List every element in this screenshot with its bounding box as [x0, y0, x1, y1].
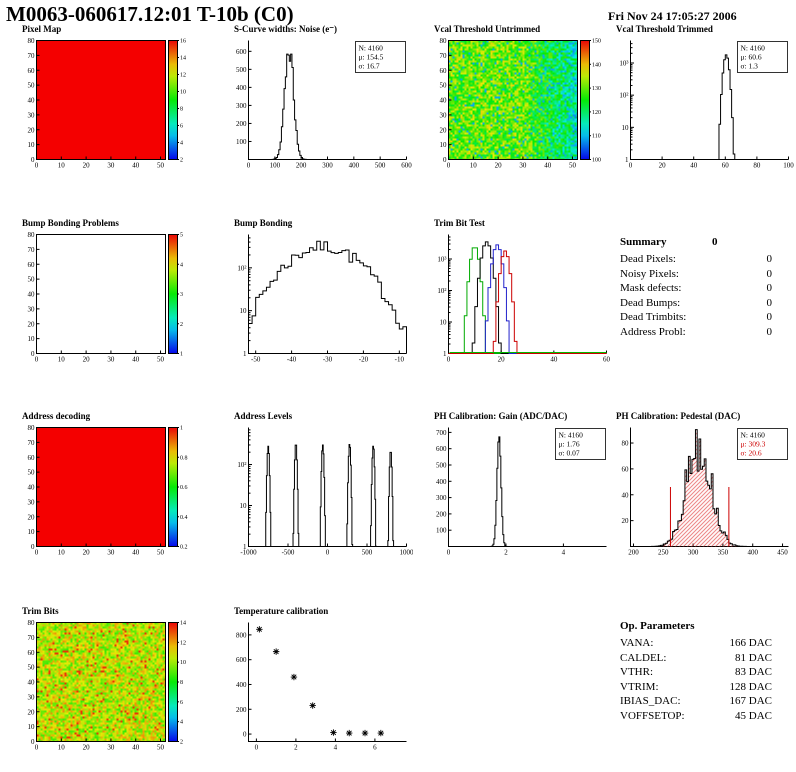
summary-label: Noisy Pixels:: [620, 267, 679, 280]
op-parameter-row: VOFFSETOP: 45 DAC: [620, 709, 772, 724]
vcal-trimmed-chart: [600, 35, 795, 173]
chart-title: Pixel Map: [22, 24, 62, 34]
summary-header: Summary 0: [620, 236, 772, 248]
vcal-untrimmed-chart: [418, 35, 613, 173]
chart-title: Trim Bit Test: [434, 218, 485, 228]
summary-value: 0: [766, 311, 773, 323]
chart-title: Temperature calibration: [234, 606, 329, 616]
bump-problems-chart: [6, 229, 201, 367]
summary-row: Dead Pixels: 0: [620, 252, 772, 267]
chart-title: PH Calibration: Gain (ADC/DAC): [434, 411, 568, 421]
op-parameter-label: VTRIM:: [620, 680, 659, 693]
panel-trim-bits: Trim Bits: [6, 606, 201, 758]
op-parameter-row: VTRIM: 128 DAC: [620, 680, 772, 695]
panel-vcal-trimmed: Vcal Threshold Trimmed: [600, 24, 795, 176]
chart-title: Vcal Threshold Trimmed: [616, 24, 713, 34]
op-parameter-row: IBIAS_DAC: 167 DAC: [620, 694, 772, 709]
summary-label: Dead Trimbits:: [620, 311, 687, 323]
op-parameter-row: VTHR: 83 DAC: [620, 665, 772, 680]
panel-pixel-map: Pixel Map: [6, 24, 201, 176]
scurve-noise-chart: [218, 35, 413, 173]
ph-pedestal-chart: [600, 422, 795, 560]
timestamp: Fri Nov 24 17:05:27 2006: [608, 9, 737, 23]
panel-address-decoding: Address decoding: [6, 411, 201, 563]
summary-total: 0: [712, 236, 718, 248]
summary-value: 0: [766, 267, 773, 280]
op-parameter-label: VANA:: [620, 637, 654, 649]
temperature-chart: [218, 617, 413, 755]
summary-value: 0: [766, 325, 773, 338]
op-parameter-label: IBIAS_DAC:: [620, 695, 681, 707]
summary-row: Address Probl: 0: [620, 325, 772, 340]
summary-value: 0: [766, 253, 773, 265]
op-parameters-title: Op. Parameters: [620, 620, 695, 632]
chart-title: Vcal Threshold Untrimmed: [434, 24, 541, 34]
panel-scurve-noise: S-Curve widths: Noise (e⁻): [218, 24, 413, 176]
summary-label: Dead Pixels:: [620, 253, 676, 265]
op-parameter-value: 167 DAC: [729, 695, 772, 707]
op-parameter-label: CALDEL:: [620, 651, 667, 664]
chart-title: S-Curve widths: Noise (e⁻): [234, 24, 337, 34]
op-parameter-value: 81 DAC: [735, 651, 772, 664]
panel-address-levels: Address Levels: [218, 411, 413, 563]
bump-bonding-chart: [218, 229, 413, 367]
summary-row: Mask defects: 0: [620, 281, 772, 296]
panel-trimbit-test: Trim Bit Test: [418, 218, 613, 370]
summary-label: Mask defects:: [620, 282, 682, 294]
panel-bump-bonding: Bump Bonding: [218, 218, 413, 370]
panel-temperature: Temperature calibration: [218, 606, 413, 758]
summary-row: Noisy Pixels: 0: [620, 267, 772, 282]
summary-title: Summary: [620, 236, 667, 248]
chart-title: PH Calibration: Pedestal (DAC): [616, 411, 741, 421]
panel-vcal-untrimmed: Vcal Threshold Untrimmed: [418, 24, 613, 176]
chart-title: Trim Bits: [22, 606, 59, 616]
summary-value: 0: [766, 282, 773, 294]
summary-row: Dead Trimbits: 0: [620, 310, 772, 325]
chart-title: Bump Bonding Problems: [22, 218, 119, 228]
page-title: M0063-060617.12:01 T-10b (C0): [6, 2, 294, 26]
op-parameters-header: Op. Parameters: [620, 620, 772, 632]
trimbit-test-chart: [418, 229, 613, 367]
address-decoding-chart: [6, 422, 201, 560]
panel-ph-pedestal: PH Calibration: Pedestal (DAC): [600, 411, 795, 563]
summary-block: Summary 0 Dead Pixels: 0 Noisy Pixels: 0 M…: [620, 236, 772, 339]
op-parameter-label: VTHR:: [620, 666, 653, 678]
panel-ph-gain: PH Calibration: Gain (ADC/DAC): [418, 411, 613, 563]
chart-title: Address Levels: [234, 411, 293, 421]
op-parameter-value: 45 DAC: [735, 709, 772, 722]
op-parameter-label: VOFFSETOP:: [620, 709, 685, 722]
pixel-map-chart: [6, 35, 201, 173]
summary-label: Address Probl:: [620, 325, 686, 338]
op-parameter-value: 128 DAC: [729, 680, 772, 693]
op-parameter-value: 166 DAC: [729, 637, 772, 649]
summary-label: Dead Bumps:: [620, 296, 681, 309]
trim-bits-chart: [6, 617, 201, 755]
summary-value: 0: [766, 296, 773, 309]
ph-gain-chart: [418, 422, 613, 560]
chart-title: Address decoding: [22, 411, 91, 421]
chart-title: Bump Bonding: [234, 218, 293, 228]
op-parameter-value: 83 DAC: [735, 666, 772, 678]
op-parameters-block: Op. Parameters VANA: 166 DAC CALDEL: 81 DA…: [620, 620, 772, 723]
op-parameter-row: CALDEL: 81 DAC: [620, 651, 772, 666]
op-parameter-row: VANA: 166 DAC: [620, 636, 772, 651]
summary-row: Dead Bumps: 0: [620, 296, 772, 311]
address-levels-chart: [218, 422, 413, 560]
panel-bump-problems: Bump Bonding Problems: [6, 218, 201, 370]
